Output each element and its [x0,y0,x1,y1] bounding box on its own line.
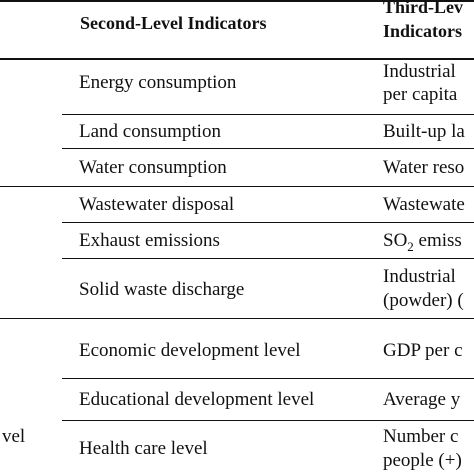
third-level-cell: Industrial [383,61,456,82]
third-level-cell: Industrial [383,266,456,287]
third-level-cell: per capita [383,84,458,105]
third-level-cell: Water reso [383,157,465,178]
group-divider [0,318,474,319]
third-level-cell: Average y [383,389,461,410]
first-level-label: vel [2,426,26,447]
second-level-cell: Health care level [79,438,208,459]
header-second-level: Second-Level Indicators [80,13,267,33]
third-level-cell: Wastewate [383,194,465,215]
header-third-level-line2: Indicators [383,21,463,41]
second-level-cell: Wastewater disposal [79,194,235,215]
row-divider [62,420,474,421]
so2-subscript: 2 [407,239,414,254]
second-level-cell: Economic development level [79,340,301,361]
second-level-cell: Energy consumption [79,72,237,93]
row-divider [62,114,474,115]
so2-prefix: SO [383,230,408,251]
second-level-cell: Land consumption [79,121,221,142]
row-divider [62,378,474,379]
table-top-rule [0,0,474,2]
second-level-cell: Exhaust emissions [79,230,220,251]
second-level-cell: Solid waste discharge [79,279,245,300]
second-level-cell: Water consumption [79,157,227,178]
second-level-cell: Educational development level [79,389,315,410]
third-level-cell: (powder) ( [383,290,464,311]
third-level-cell: Number c [383,426,459,447]
third-level-cell: SO2 emiss [383,230,462,254]
row-divider [62,148,474,149]
third-level-cell: people (+) [383,450,462,471]
header-bottom-rule [0,58,474,60]
so2-suffix: emiss [413,230,462,251]
header-third-level-line1: Third-Lev [383,0,464,17]
third-level-cell: Built-up la [383,121,465,142]
row-divider [62,222,474,223]
row-divider [62,258,474,259]
third-level-cell: GDP per c [383,340,463,361]
group-divider [0,186,474,187]
